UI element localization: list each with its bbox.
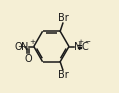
Text: −: − — [17, 42, 24, 51]
Text: O: O — [24, 54, 32, 64]
Text: N: N — [21, 41, 29, 52]
Text: O: O — [15, 41, 23, 52]
Text: −: − — [84, 39, 90, 45]
Text: N: N — [74, 41, 82, 52]
Text: Br: Br — [57, 13, 68, 23]
Text: +: + — [77, 39, 83, 45]
Text: Br: Br — [57, 70, 68, 80]
Text: C: C — [82, 41, 88, 52]
Text: +: + — [29, 39, 35, 45]
